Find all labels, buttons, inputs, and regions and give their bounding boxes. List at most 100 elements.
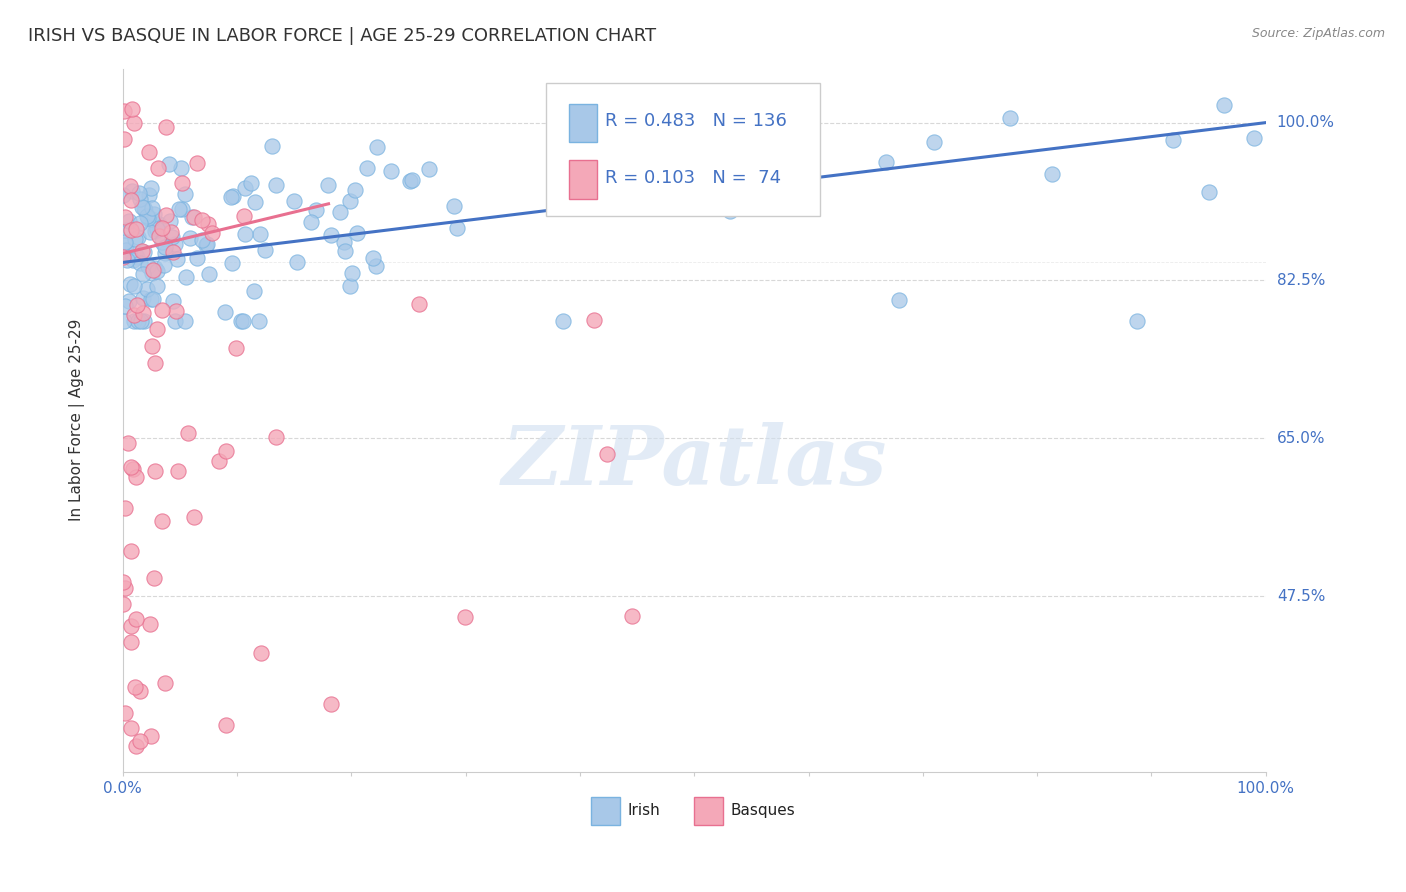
Point <box>142 292 165 306</box>
Point <box>114 501 136 516</box>
Point <box>198 268 221 282</box>
Point <box>243 284 266 298</box>
Point <box>446 220 468 235</box>
Point <box>136 209 159 223</box>
Point <box>146 218 169 232</box>
Point <box>250 646 273 660</box>
Point <box>145 279 167 293</box>
Point <box>128 192 150 206</box>
Point <box>641 176 664 190</box>
Point <box>141 266 163 280</box>
Text: 65.0%: 65.0% <box>1277 431 1326 446</box>
Point <box>619 185 641 199</box>
Point <box>299 215 322 229</box>
Point <box>134 203 156 218</box>
Point <box>887 293 910 308</box>
Point <box>115 223 138 237</box>
Point <box>148 161 170 175</box>
Point <box>114 235 136 250</box>
Text: Irish: Irish <box>628 803 661 818</box>
Point <box>167 464 190 478</box>
Point <box>305 203 328 218</box>
Point <box>254 244 277 258</box>
Point <box>112 132 135 146</box>
Point <box>153 246 176 260</box>
Point <box>142 207 165 221</box>
Point <box>329 204 352 219</box>
Point <box>247 314 270 328</box>
Point <box>132 201 155 215</box>
Point <box>245 194 267 209</box>
Point <box>174 270 197 285</box>
Point <box>150 221 173 235</box>
Point <box>153 240 176 254</box>
Point <box>339 194 361 209</box>
Point <box>125 612 148 626</box>
Point <box>208 454 231 468</box>
Point <box>111 188 134 202</box>
Point <box>141 202 163 216</box>
Point <box>132 314 155 328</box>
Point <box>132 306 155 320</box>
Point <box>191 233 214 247</box>
Point <box>380 164 402 178</box>
Text: 100.0%: 100.0% <box>1277 115 1334 130</box>
Point <box>118 178 141 193</box>
Point <box>138 145 160 160</box>
Point <box>117 435 139 450</box>
Point <box>922 135 945 149</box>
Point <box>264 430 287 444</box>
Point <box>214 305 236 319</box>
Point <box>186 156 208 170</box>
Point <box>127 314 149 328</box>
Point <box>121 103 143 117</box>
Point <box>344 183 367 197</box>
Point <box>143 571 166 585</box>
Point <box>120 634 142 648</box>
FancyBboxPatch shape <box>568 160 598 199</box>
Point <box>222 189 245 203</box>
Point <box>124 246 146 260</box>
Point <box>239 176 262 190</box>
Point <box>128 216 150 230</box>
Point <box>159 213 181 227</box>
Point <box>319 227 342 242</box>
Point <box>134 245 156 260</box>
FancyBboxPatch shape <box>695 797 723 825</box>
Point <box>146 263 169 277</box>
Point <box>340 266 363 280</box>
Point <box>136 211 159 225</box>
Point <box>143 464 166 478</box>
Point <box>361 251 384 265</box>
Point <box>1161 133 1184 147</box>
Point <box>132 291 155 305</box>
Point <box>173 314 195 328</box>
Point <box>191 212 214 227</box>
Point <box>165 314 187 328</box>
Point <box>128 186 150 200</box>
Point <box>588 187 610 202</box>
Point <box>183 210 205 224</box>
Point <box>117 253 139 268</box>
Point <box>333 244 356 258</box>
Text: R = 0.103   N =  74: R = 0.103 N = 74 <box>605 169 782 186</box>
Point <box>120 193 142 207</box>
Point <box>139 212 162 227</box>
Point <box>121 184 143 198</box>
Point <box>115 244 138 258</box>
Point <box>339 279 361 293</box>
Point <box>118 277 141 291</box>
Point <box>169 202 191 216</box>
Point <box>285 255 308 269</box>
Text: ZIPatlas: ZIPatlas <box>502 423 887 502</box>
Point <box>122 308 145 322</box>
Point <box>162 245 184 260</box>
Point <box>122 314 145 328</box>
Point <box>346 226 368 240</box>
Point <box>366 259 388 273</box>
Point <box>1213 97 1236 112</box>
Point <box>165 303 187 318</box>
Point <box>181 211 204 225</box>
FancyBboxPatch shape <box>592 797 620 825</box>
Point <box>121 721 143 735</box>
